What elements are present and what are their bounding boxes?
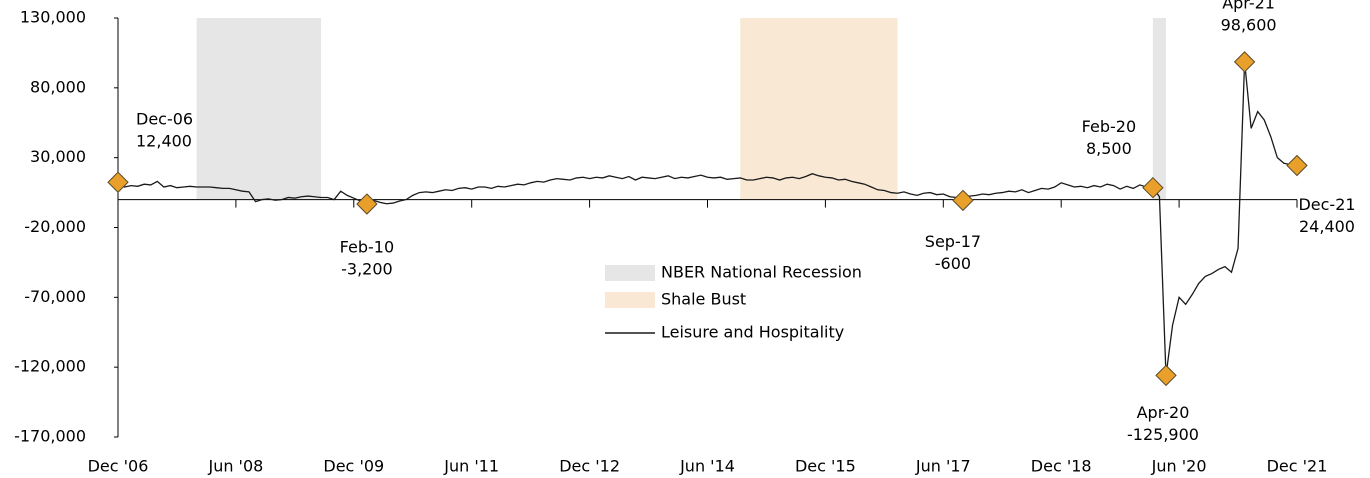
y-tick-label: -170,000 bbox=[14, 427, 86, 446]
y-tick-label: 130,000 bbox=[20, 8, 86, 27]
x-tick-label: Dec '15 bbox=[795, 457, 856, 476]
x-tick-label: Jun '08 bbox=[207, 457, 263, 476]
data-marker bbox=[107, 171, 129, 193]
y-tick-label: -70,000 bbox=[24, 287, 86, 306]
shaded-region bbox=[740, 18, 898, 200]
annotation-value: 12,400 bbox=[136, 132, 192, 151]
annotation-value: -3,200 bbox=[341, 260, 393, 279]
y-tick-label: 30,000 bbox=[30, 147, 86, 166]
annotation-date: Dec-06 bbox=[136, 110, 193, 129]
shaded-region bbox=[1152, 18, 1166, 200]
data-marker bbox=[356, 193, 378, 215]
x-tick-label: Dec '18 bbox=[1031, 457, 1092, 476]
annotation-value: -600 bbox=[935, 254, 971, 273]
data-line bbox=[117, 61, 1298, 376]
annotation-date: Apr-20 bbox=[1137, 403, 1190, 422]
shaded-region bbox=[196, 18, 322, 200]
x-tick-label: Jun '17 bbox=[915, 457, 971, 476]
annotation-value: 98,600 bbox=[1221, 15, 1277, 34]
x-tick-label: Jun '14 bbox=[679, 457, 735, 476]
y-tick-label: -120,000 bbox=[14, 357, 86, 376]
data-marker bbox=[1233, 51, 1256, 73]
legend-label: NBER National Recession bbox=[661, 263, 862, 282]
annotation-date: Sep-17 bbox=[925, 232, 981, 251]
legend-swatch bbox=[605, 292, 655, 308]
data-marker bbox=[1142, 176, 1164, 199]
x-tick-label: Jun '11 bbox=[443, 457, 499, 476]
x-tick-label: Dec '12 bbox=[559, 457, 620, 476]
annotation-value: 24,400 bbox=[1299, 217, 1355, 236]
x-tick-label: Jun '20 bbox=[1151, 457, 1207, 476]
annotation-date: Dec-21 bbox=[1298, 195, 1355, 214]
legend-label: Shale Bust bbox=[661, 290, 746, 309]
y-tick-label: 80,000 bbox=[30, 77, 86, 96]
data-marker bbox=[1155, 364, 1177, 387]
annotation-date: Apr-21 bbox=[1222, 0, 1275, 12]
x-tick-label: Dec '21 bbox=[1267, 457, 1328, 476]
annotation-value: -125,900 bbox=[1127, 425, 1199, 444]
legend-label: Leisure and Hospitality bbox=[661, 323, 844, 342]
data-marker bbox=[952, 189, 974, 212]
annotation-date: Feb-20 bbox=[1082, 117, 1136, 136]
x-tick-label: Dec '06 bbox=[88, 457, 149, 476]
y-tick-label: -20,000 bbox=[24, 217, 86, 236]
annotation-value: 8,500 bbox=[1086, 139, 1132, 158]
annotation-date: Feb-10 bbox=[340, 238, 394, 257]
data-marker bbox=[1286, 154, 1308, 177]
x-tick-label: Dec '09 bbox=[323, 457, 384, 476]
legend-swatch bbox=[605, 265, 655, 281]
